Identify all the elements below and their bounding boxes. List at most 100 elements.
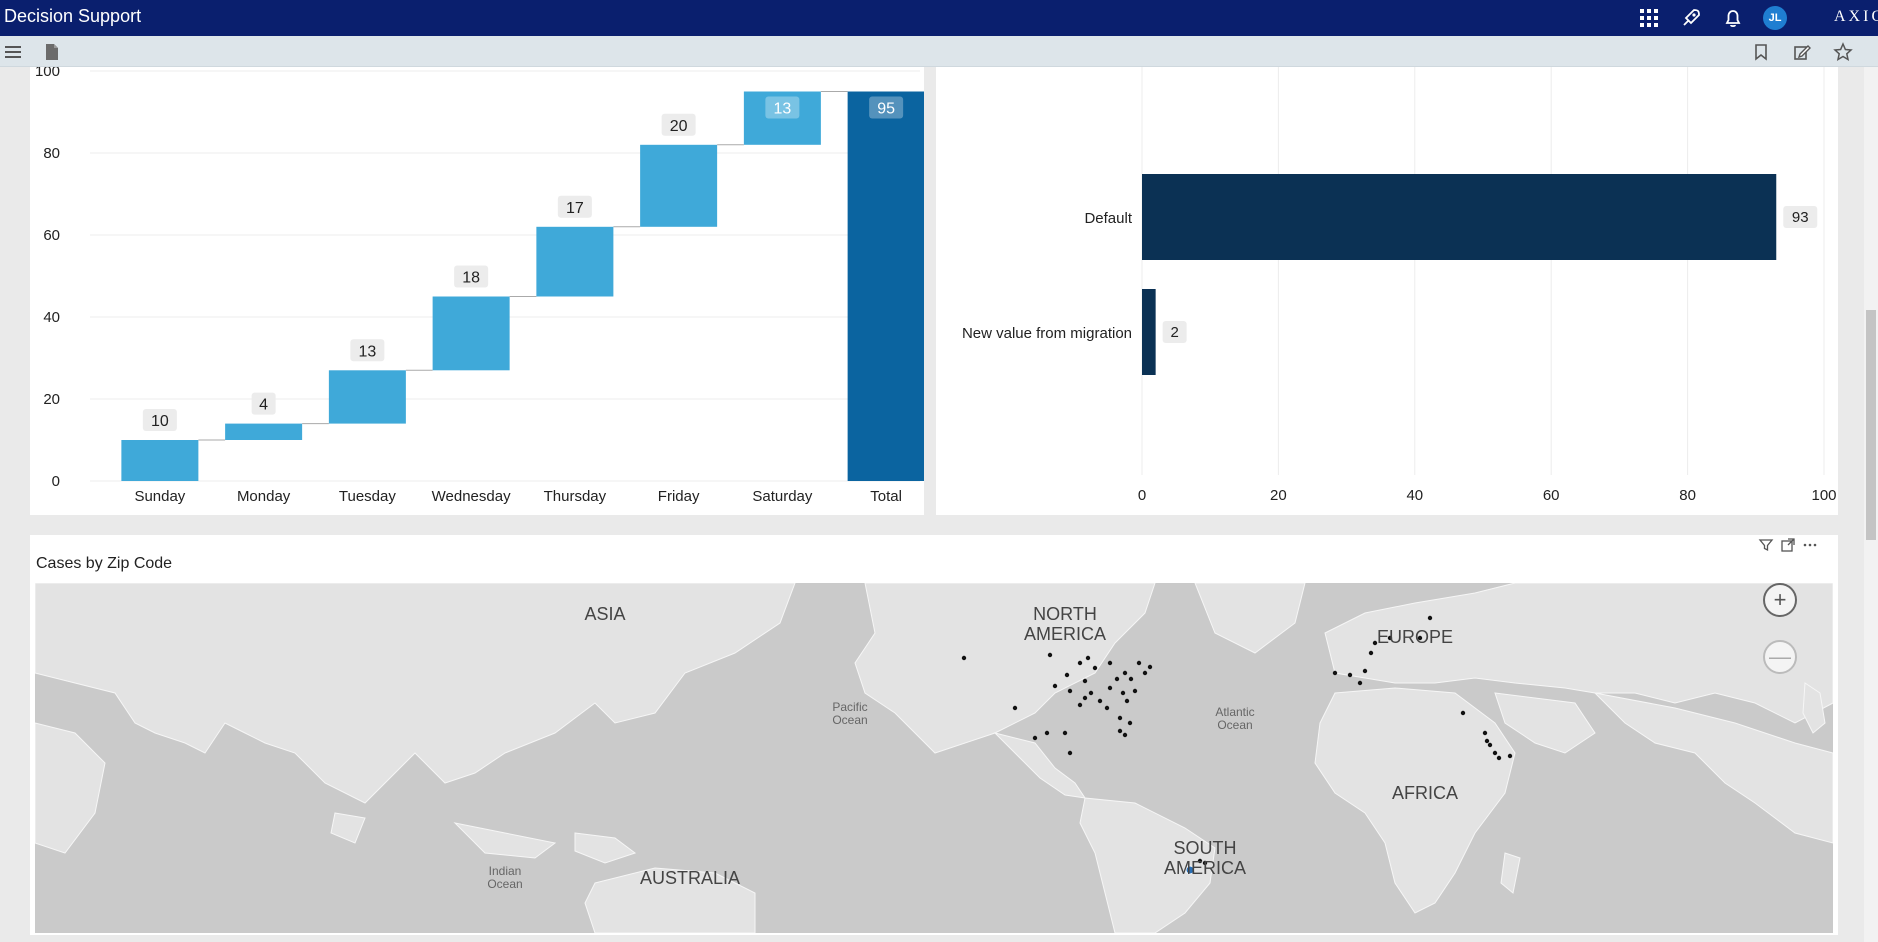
case-marker	[1127, 720, 1133, 726]
data-label-bg	[454, 265, 489, 288]
data-label-bg	[869, 96, 904, 119]
continent-label: ASIA	[584, 604, 626, 624]
case-marker	[1107, 660, 1113, 666]
case-marker	[1136, 660, 1142, 666]
page-toolbar	[0, 36, 1878, 67]
x-tick-label: Total	[870, 488, 902, 505]
case-marker	[1067, 750, 1073, 756]
horizontal-bar	[1142, 289, 1156, 375]
waterfall-chart-tile: 0 20 40 60 80 100 10 Sunday 4 Monday 13 Tuesday 18 We…	[30, 63, 925, 515]
case-marker	[1107, 685, 1113, 691]
bell-icon[interactable]	[1722, 7, 1744, 29]
data-label-bg	[350, 339, 385, 362]
continent-label: SOUTH AMERICA	[1163, 838, 1246, 878]
case-marker	[1496, 755, 1502, 761]
x-tick-label: 60	[1543, 487, 1560, 504]
case-marker	[1052, 683, 1058, 689]
world-map[interactable]: ASIA NORTH AMERICA EUROPE AFRICA SOUTH AME…	[35, 583, 1833, 933]
case-marker	[1142, 670, 1148, 676]
case-marker	[1117, 715, 1123, 721]
waterfall-bar	[225, 423, 303, 440]
y-tick-label: 20	[43, 391, 60, 408]
document-icon[interactable]	[42, 42, 62, 62]
map-title: Cases by Zip Code	[36, 555, 173, 572]
bookmark-icon[interactable]	[1751, 42, 1771, 62]
case-marker	[1427, 615, 1433, 621]
data-label: 93	[1792, 209, 1809, 226]
case-marker	[1484, 738, 1490, 744]
zoom-out-button[interactable]: —	[1763, 640, 1797, 674]
case-marker	[1117, 728, 1123, 734]
data-label: 4	[259, 397, 268, 414]
case-marker	[1064, 672, 1070, 678]
case-marker	[961, 655, 967, 661]
data-label-bg	[142, 409, 177, 431]
y-tick-label: 80	[43, 145, 60, 162]
data-label: 95	[877, 101, 895, 118]
star-icon[interactable]	[1833, 42, 1853, 62]
user-avatar[interactable]: JL	[1763, 6, 1787, 30]
continent-label: NORTH AMERICA	[1023, 604, 1106, 644]
x-tick-label: 100	[1811, 487, 1836, 504]
case-marker	[1012, 705, 1018, 711]
category-label: Default	[1084, 210, 1132, 227]
x-tick-label: Sunday	[134, 488, 185, 505]
map-tile: Cases by Zip Code	[30, 535, 1838, 935]
case-marker	[1387, 635, 1393, 641]
case-marker	[1132, 688, 1138, 694]
case-marker	[1482, 730, 1488, 736]
hbar-chart-tile: 0 20 40 60 80 100 Default 93 New value from migr…	[936, 67, 1838, 515]
case-marker	[1368, 650, 1374, 656]
case-marker	[1347, 672, 1353, 678]
ocean-label: Atlantic Ocean	[1215, 705, 1255, 732]
data-label-bg	[1162, 321, 1187, 343]
horizontal-bar	[1142, 174, 1777, 260]
case-marker	[1092, 665, 1098, 671]
case-marker	[1332, 670, 1338, 676]
focus-mode-icon[interactable]	[1780, 537, 1796, 553]
case-marker	[1082, 695, 1088, 701]
data-label: 17	[566, 200, 584, 217]
data-label: 10	[151, 413, 169, 430]
zoom-in-button[interactable]: +	[1763, 583, 1797, 617]
case-marker	[1097, 698, 1103, 704]
waterfall-bar	[536, 226, 614, 297]
y-tick-label: 40	[43, 309, 60, 326]
data-label: 20	[670, 118, 688, 135]
case-marker	[1147, 664, 1153, 670]
x-tick-label: Monday	[237, 488, 291, 505]
case-marker	[1357, 680, 1363, 686]
top-header-bar: Decision Support JL AXIO	[0, 0, 1878, 36]
case-marker	[1032, 735, 1038, 741]
map-data-points	[961, 615, 1513, 875]
case-marker	[1492, 750, 1498, 756]
data-label-bg	[251, 392, 276, 415]
rocket-icon[interactable]	[1680, 7, 1702, 29]
case-marker	[1122, 732, 1128, 738]
case-marker	[1114, 676, 1120, 682]
category-label: New value from migration	[962, 325, 1132, 342]
hamburger-menu-icon[interactable]	[3, 42, 23, 62]
x-tick-label: 40	[1406, 487, 1423, 504]
data-label: 13	[773, 101, 791, 118]
case-marker	[1104, 705, 1110, 711]
tile-actions	[1758, 537, 1828, 555]
more-options-icon[interactable]	[1802, 537, 1818, 553]
page-scrollbar-thumb[interactable]	[1866, 310, 1876, 540]
continent-label: EUROPE	[1376, 627, 1454, 647]
case-marker	[1185, 865, 1195, 875]
horizontal-bar-chart: 0 20 40 60 80 100 Default 93 New value from migr…	[962, 67, 1837, 504]
apps-grid-icon[interactable]	[1638, 7, 1660, 29]
case-marker	[1197, 858, 1203, 864]
case-marker	[1085, 655, 1091, 661]
data-label: 18	[462, 270, 480, 287]
filter-icon[interactable]	[1758, 537, 1774, 553]
case-marker	[1128, 676, 1134, 682]
waterfall-bar	[847, 91, 925, 481]
data-label-bg	[661, 113, 696, 136]
case-marker	[1487, 742, 1493, 748]
x-tick-label: 0	[1138, 487, 1146, 504]
continent-label: AUSTRALIA	[639, 868, 741, 888]
case-marker	[1067, 688, 1073, 694]
edit-icon[interactable]	[1792, 42, 1812, 62]
